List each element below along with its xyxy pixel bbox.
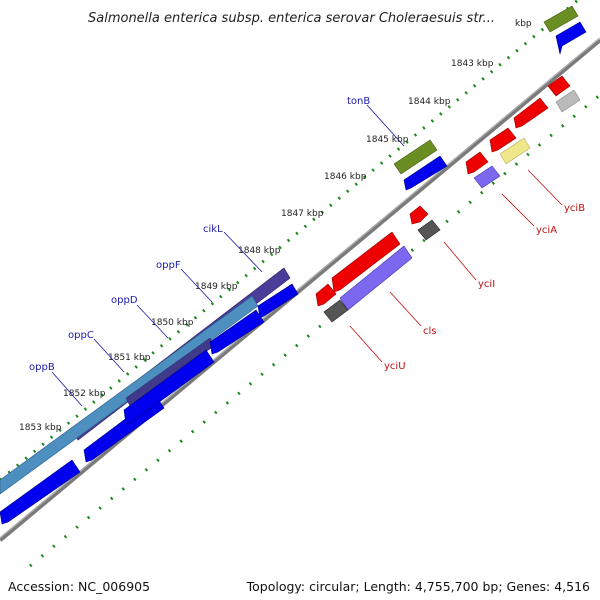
gene-label-yciI[interactable]: yciI (478, 279, 495, 290)
gene-block-tonB[interactable] (393, 139, 438, 175)
gene-label-yciA[interactable]: yciA (536, 225, 557, 236)
cds-block-oppB[interactable] (0, 459, 81, 525)
cds-block-tonB[interactable] (403, 155, 448, 191)
gene-block-green-top[interactable] (543, 5, 579, 33)
cds-block-cikL[interactable] (257, 283, 299, 319)
tick-label-1844: 1844 kbp (408, 97, 451, 107)
gene-block-cls-red[interactable] (331, 231, 401, 293)
reverse-gene-labels: yciB yciA yciI cls yciU (349, 169, 585, 372)
tick-label-1853: 1853 kbp (19, 423, 62, 433)
gene-block-yciI-red[interactable] (409, 205, 429, 225)
tick-label-1850: 1850 kbp (151, 318, 194, 328)
gene-block-yciI[interactable] (417, 219, 441, 241)
gene-block-red-4[interactable] (465, 151, 489, 175)
cds-block-blue-top[interactable] (555, 21, 587, 55)
gene-label-oppD[interactable]: oppD (111, 295, 138, 306)
tick-label-1849: 1849 kbp (195, 282, 238, 292)
gene-block-red-3[interactable] (489, 127, 517, 153)
tick-label-1845: 1845 kbp (366, 135, 409, 145)
gene-label-cikL[interactable]: cikL (203, 224, 223, 235)
gene-label-oppB[interactable]: oppB (29, 362, 55, 373)
tick-label-partial: kbp (515, 19, 532, 29)
gene-block-yciA[interactable] (473, 165, 501, 189)
genome-backbone (0, 38, 600, 542)
tick-label-1846: 1846 kbp (324, 172, 367, 182)
gene-label-cls[interactable]: cls (423, 326, 437, 337)
gene-label-tonB[interactable]: tonB (347, 96, 370, 107)
tick-label-1847: 1847 kbp (281, 209, 324, 219)
cds-block-oppF[interactable] (209, 309, 265, 355)
gene-label-yciU[interactable]: yciU (384, 361, 406, 372)
gene-block-cls[interactable] (339, 245, 413, 311)
gene-block-opp-steel[interactable] (0, 295, 259, 495)
tick-label-1843: 1843 kbp (451, 59, 494, 69)
gene-block-red-2[interactable] (513, 97, 549, 129)
gene-block-red-5[interactable] (315, 283, 337, 307)
reverse-strand-features (315, 75, 581, 323)
outer-tick-track (0, 0, 581, 482)
inner-tick-track (29, 93, 600, 568)
gene-label-oppC[interactable]: oppC (68, 330, 94, 341)
gene-block-yciB[interactable] (499, 137, 531, 165)
forward-gene-labels: tonB cikL oppF oppD oppC oppB (29, 96, 405, 407)
tick-label-1848: 1848 kbp (238, 246, 281, 256)
tick-label-1852: 1852 kbp (63, 389, 106, 399)
gene-block-gray-light[interactable] (555, 89, 581, 113)
gene-block-red-1[interactable] (547, 75, 571, 97)
gene-label-oppF[interactable]: oppF (156, 260, 181, 271)
map-title: Salmonella enterica subsp. enterica sero… (88, 11, 495, 26)
topology-summary: Topology: circular; Length: 4,755,700 bp… (246, 579, 590, 594)
gene-block-yciU[interactable] (323, 299, 349, 323)
tick-label-1851: 1851 kbp (108, 353, 151, 363)
accession-label: Accession: NC_006905 (8, 579, 151, 594)
forward-strand-features (0, 5, 587, 525)
cds-block-oppD[interactable] (123, 349, 215, 425)
gene-label-yciB[interactable]: yciB (564, 203, 585, 214)
